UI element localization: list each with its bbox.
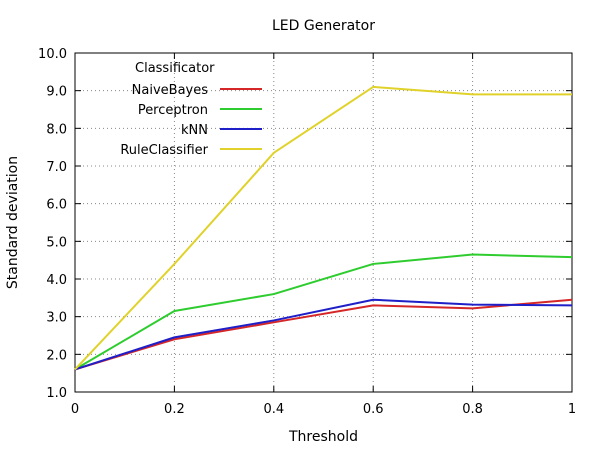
- x-tick-label: 0.6: [363, 402, 384, 417]
- x-tick-label: 0.4: [263, 402, 284, 417]
- axis-ticks: 0 0.2 0.4 0.6 0.8 1 1.0 2.0 3.0 4.0 5.0 6.0 7.0 8.0 9.…: [38, 47, 576, 417]
- legend: Classificator NaiveBayes Perceptron kNN Rul…: [120, 61, 262, 158]
- y-tick-label: 7.0: [46, 160, 67, 175]
- y-tick-label: 9.0: [46, 85, 67, 100]
- x-axis-label: Threshold: [288, 429, 358, 445]
- y-tick-label: 1.0: [46, 386, 67, 401]
- legend-label: kNN: [181, 123, 208, 138]
- y-tick-label: 3.0: [46, 311, 67, 326]
- y-tick-label: 4.0: [46, 273, 67, 288]
- legend-title: Classificator: [135, 61, 215, 76]
- x-tick-label: 0.2: [164, 402, 185, 417]
- x-tick-label: 1: [568, 402, 576, 417]
- series-line-ruleclassifier: [74, 85, 572, 371]
- series-line-perceptron: [74, 253, 573, 371]
- series-line-naivebayes: [74, 298, 573, 371]
- y-tick-label: 8.0: [46, 122, 67, 137]
- plot-frame: [74, 52, 573, 393]
- legend-label: Perceptron: [138, 103, 208, 118]
- legend-label: NaiveBayes: [132, 83, 209, 98]
- y-tick-label: 2.0: [46, 348, 67, 363]
- y-tick-label: 6.0: [46, 198, 67, 213]
- series-line-knn: [74, 298, 573, 371]
- chart-title: LED Generator: [272, 18, 375, 34]
- x-tick-label: 0.8: [462, 402, 483, 417]
- series-lines: [74, 85, 573, 371]
- legend-label: RuleClassifier: [120, 143, 208, 158]
- y-axis-label: Standard deviation: [5, 156, 21, 289]
- y-tick-label: 10.0: [38, 47, 67, 62]
- x-tick-label: 0: [71, 402, 79, 417]
- y-tick-label: 5.0: [46, 235, 67, 250]
